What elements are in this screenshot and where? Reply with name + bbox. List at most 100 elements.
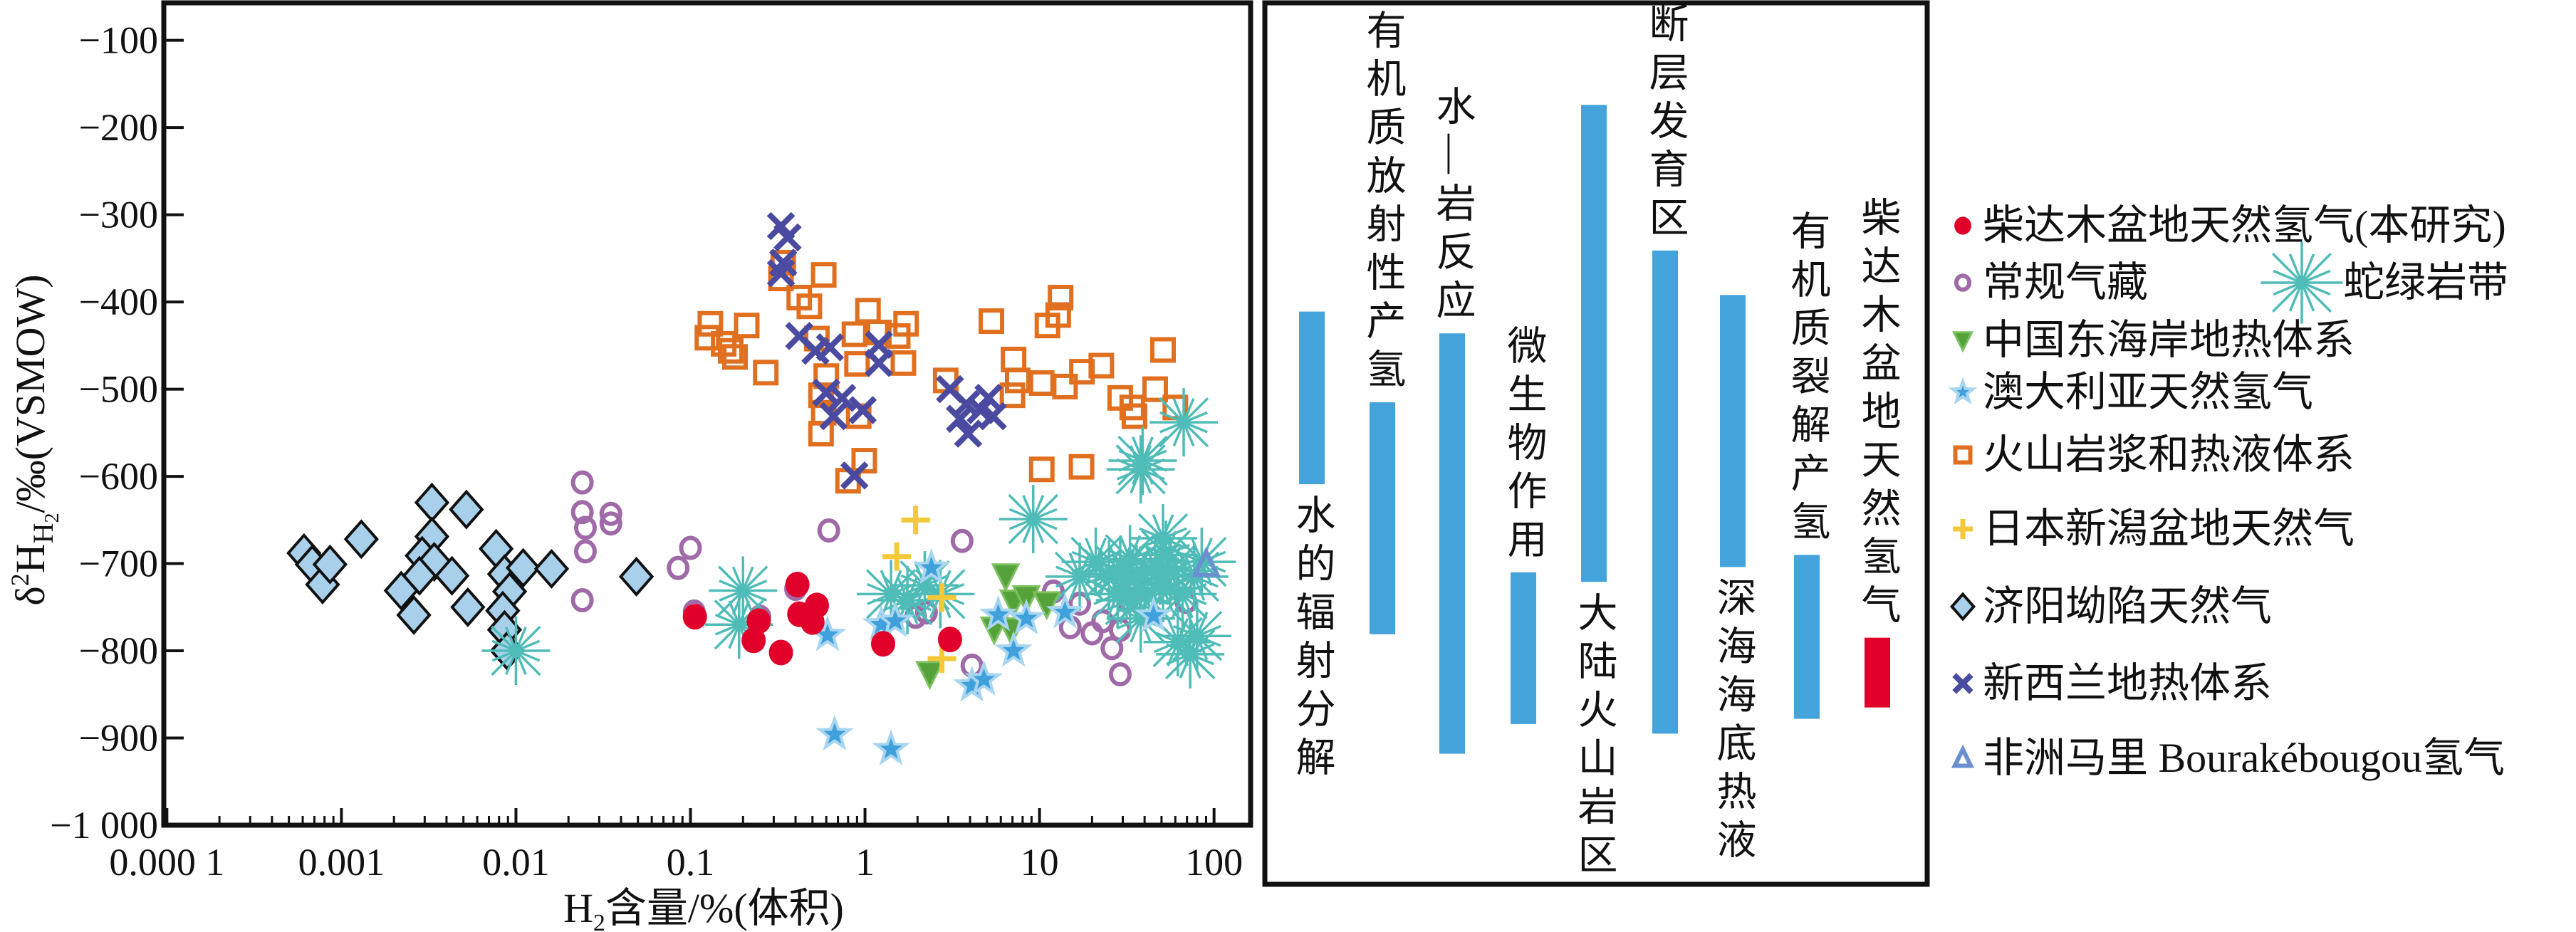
y-tick-label: −500: [79, 368, 158, 411]
data-point: [741, 627, 766, 654]
legend-label: 中国东海岸地热体系: [1983, 317, 2355, 363]
range-bar-label: 微生物作用: [1501, 324, 1545, 567]
data-point: [481, 617, 551, 686]
data-point: [1045, 302, 1071, 328]
data-point: [800, 609, 825, 635]
data-point: [841, 321, 867, 347]
data-point: [682, 604, 707, 630]
data-point: [1007, 598, 1045, 635]
data-point: [434, 555, 470, 596]
range-bar: [1865, 637, 1890, 708]
series-filled-circle: [682, 571, 962, 666]
x-tick-label: 0.01: [482, 841, 550, 884]
data-point: [951, 389, 981, 419]
data-point: [994, 631, 1033, 667]
data-point: [810, 262, 837, 288]
data-point: [840, 461, 869, 490]
data-point: [1045, 542, 1115, 611]
data-point: [570, 500, 594, 525]
data-point: [1149, 337, 1176, 363]
legend-marker-triangle-up: [1951, 744, 1974, 768]
data-point: [694, 325, 721, 351]
legend-marker-x: [1952, 673, 1973, 694]
source-range-panel-frame: [1262, 0, 1930, 887]
data-point: [998, 485, 1068, 554]
data-point: [1045, 592, 1084, 629]
series-asterisk: [481, 388, 1236, 688]
series-plus: [882, 506, 956, 674]
data-point: [1004, 367, 1031, 394]
x-tick-label: 10: [1021, 841, 1059, 884]
data-point: [796, 293, 823, 320]
range-bar: [1720, 295, 1746, 567]
range-bar-label: 断层发育区: [1643, 2, 1687, 245]
data-point: [870, 631, 895, 657]
data-point: [844, 351, 870, 377]
series-open-square: [694, 249, 1189, 494]
series-star: [808, 548, 1173, 766]
range-bar: [1299, 311, 1325, 485]
data-point: [890, 350, 917, 376]
range-bar: [1652, 250, 1678, 734]
data-point: [570, 470, 594, 495]
data-point: [1108, 662, 1132, 687]
scatter-plot-frame: [161, 0, 1253, 828]
data-point: [813, 363, 840, 389]
data-point: [901, 506, 930, 535]
data-point: [449, 489, 484, 530]
legend-marker-open-square: [1953, 445, 1973, 465]
legend-label: 蛇绿岩带: [2343, 259, 2509, 305]
data-point: [768, 248, 798, 277]
data-point: [505, 548, 541, 588]
source-range-bars: [1299, 105, 1890, 754]
data-point: [882, 542, 912, 571]
data-point: [979, 402, 1007, 431]
data-point: [1142, 376, 1169, 402]
data-point: [1091, 609, 1115, 634]
series-x: [766, 211, 1007, 490]
data-point: [396, 595, 432, 635]
range-bar: [1439, 333, 1465, 754]
data-point: [717, 337, 744, 364]
legend-marker-asterisk: [2260, 241, 2343, 324]
data-point: [851, 448, 877, 474]
data-point: [991, 563, 1021, 593]
data-point: [599, 501, 622, 526]
data-point: [817, 518, 840, 543]
legend-label: 澳大利亚天然氢气: [1983, 369, 2314, 415]
data-point: [946, 404, 974, 434]
data-point: [1100, 636, 1124, 661]
scatter-plot-marks: [286, 211, 1236, 766]
x-tick-label: 100: [1185, 841, 1243, 884]
x-tick-label: 0.001: [298, 841, 385, 884]
data-point: [1032, 591, 1062, 621]
legend-marker-diamond: [1949, 592, 1976, 622]
legend-marker-star: [1948, 377, 1978, 405]
legend-marker-plus: [1953, 519, 1973, 539]
data-point: [1121, 403, 1147, 429]
data-point: [618, 556, 655, 597]
data-point: [999, 382, 1026, 409]
data-point: [1052, 373, 1078, 399]
y-tick-label: −400: [79, 281, 158, 323]
data-point: [773, 223, 802, 252]
legend-marker-filled-circle: [1954, 216, 1971, 235]
y-tick-label: −900: [79, 717, 158, 760]
y-tick-label: −1 000: [50, 804, 158, 847]
data-point: [872, 729, 910, 766]
range-bar-label: 水的辐射分解: [1290, 494, 1334, 785]
data-point: [667, 555, 690, 580]
data-point: [964, 659, 1003, 696]
data-point: [746, 608, 771, 634]
data-point: [1028, 456, 1055, 483]
data-point: [815, 333, 845, 362]
range-bar-label: 有机质放射性产氢: [1360, 9, 1404, 397]
range-bar-label: 柴达木盆地天然氢气: [1855, 196, 1899, 632]
data-point: [1132, 520, 1201, 590]
data-point: [808, 421, 834, 447]
data-point: [893, 310, 919, 337]
data-point: [1162, 602, 1231, 671]
data-point: [914, 600, 938, 625]
y-tick-label: −600: [79, 455, 158, 498]
